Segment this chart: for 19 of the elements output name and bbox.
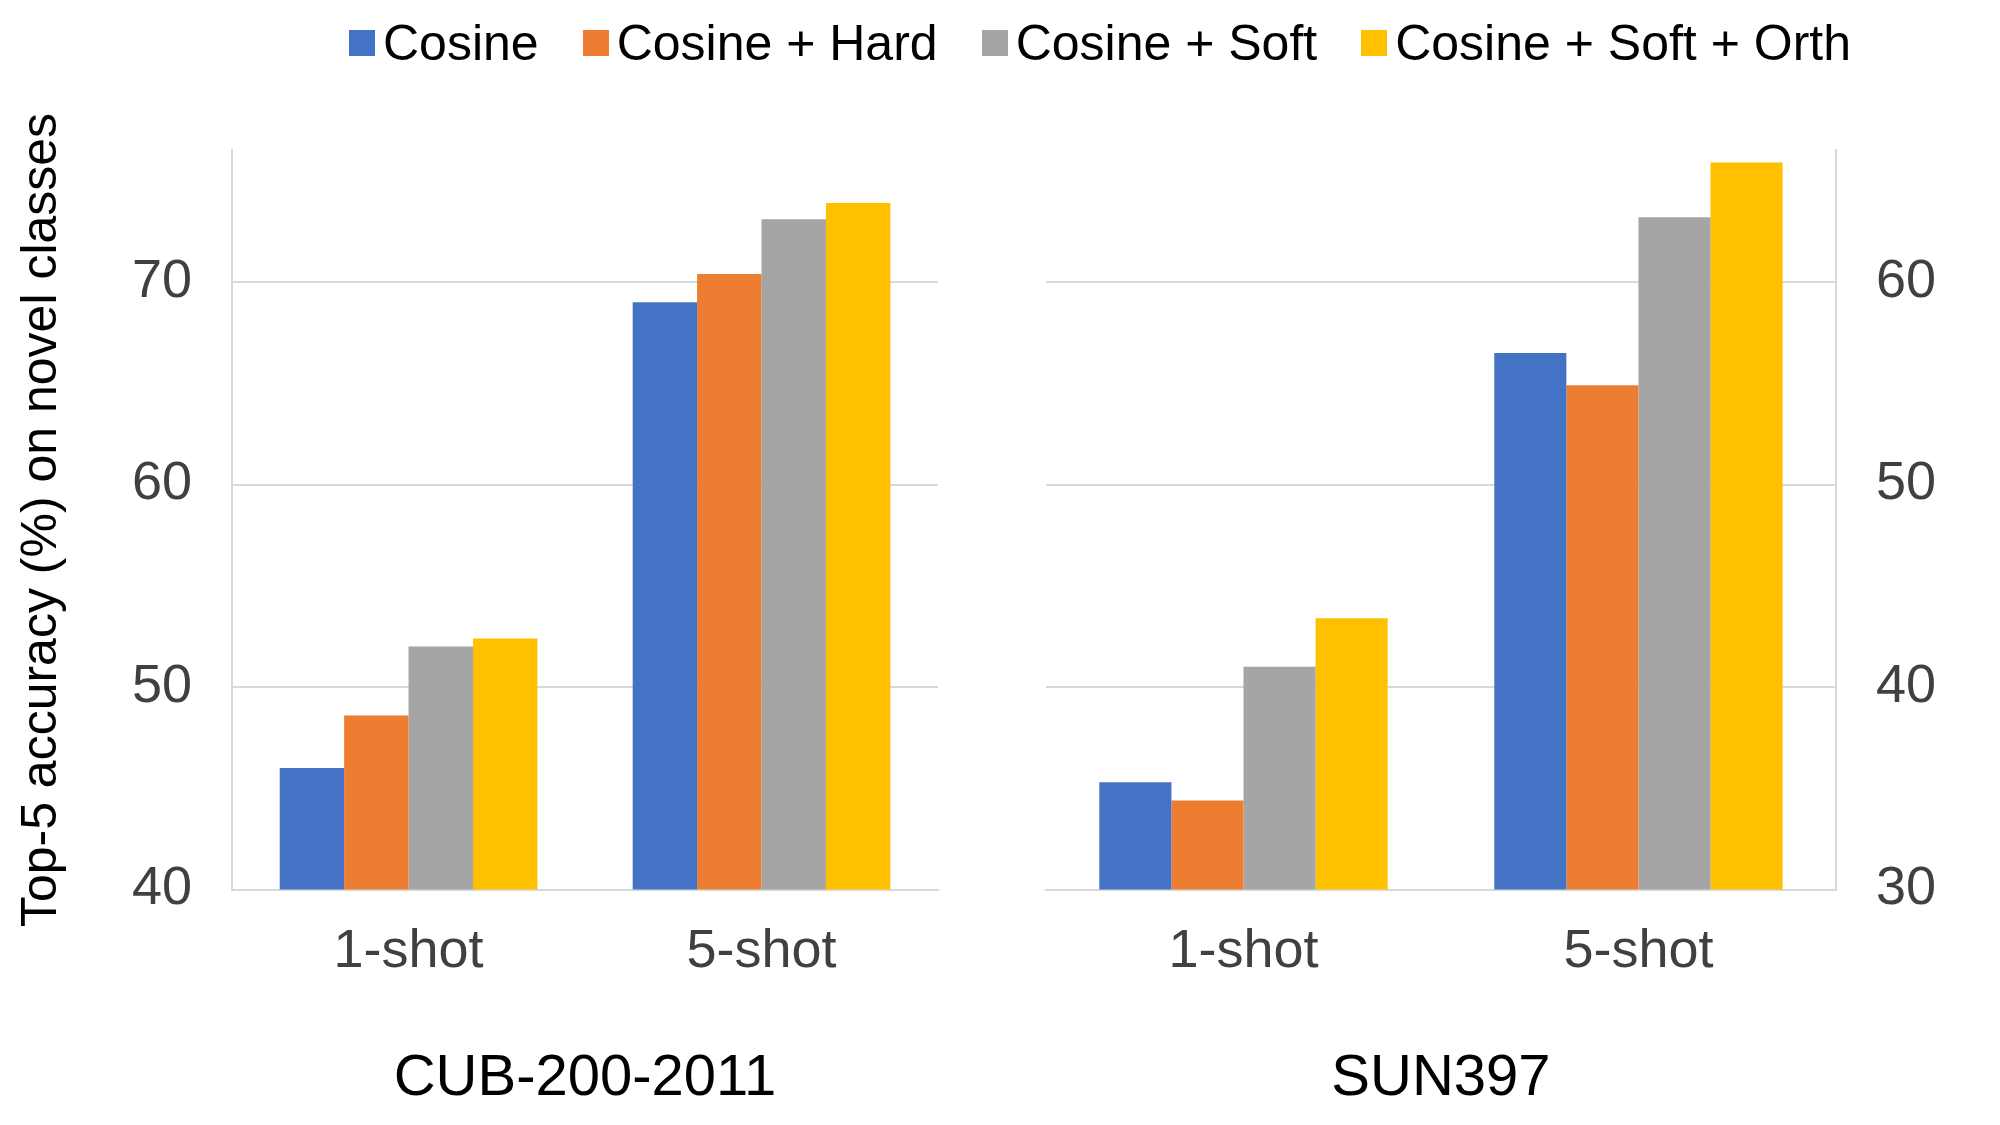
- y-tick-label: 40: [1875, 652, 1937, 713]
- y-axis-title: Top-5 accuracy (%) on novel classes: [10, 112, 67, 928]
- x-tick-label: 1-shot: [333, 917, 484, 978]
- x-tick-label: 5-shot: [686, 917, 837, 978]
- y-tick-label: 60: [1875, 247, 1937, 308]
- legend-label: Cosine: [383, 14, 539, 72]
- x-axis-title: SUN397: [1331, 1042, 1551, 1108]
- legend-label: Cosine + Soft: [1015, 14, 1318, 72]
- y-tick-label: 50: [1875, 450, 1937, 511]
- y-tick-label: 60: [131, 450, 193, 511]
- y-tick-label: 40: [131, 855, 193, 916]
- legend-label: Cosine + Hard: [616, 14, 938, 72]
- y-tick-label: 30: [1875, 855, 1937, 916]
- x-tick-label: 1-shot: [1168, 917, 1319, 978]
- x-axis-title: CUB-200-2011: [393, 1042, 777, 1108]
- legend-label: Cosine + Soft + Orth: [1395, 14, 1851, 72]
- y-tick-label: 50: [131, 652, 193, 713]
- x-tick-label: 5-shot: [1563, 917, 1714, 978]
- y-tick-label: 70: [131, 247, 193, 308]
